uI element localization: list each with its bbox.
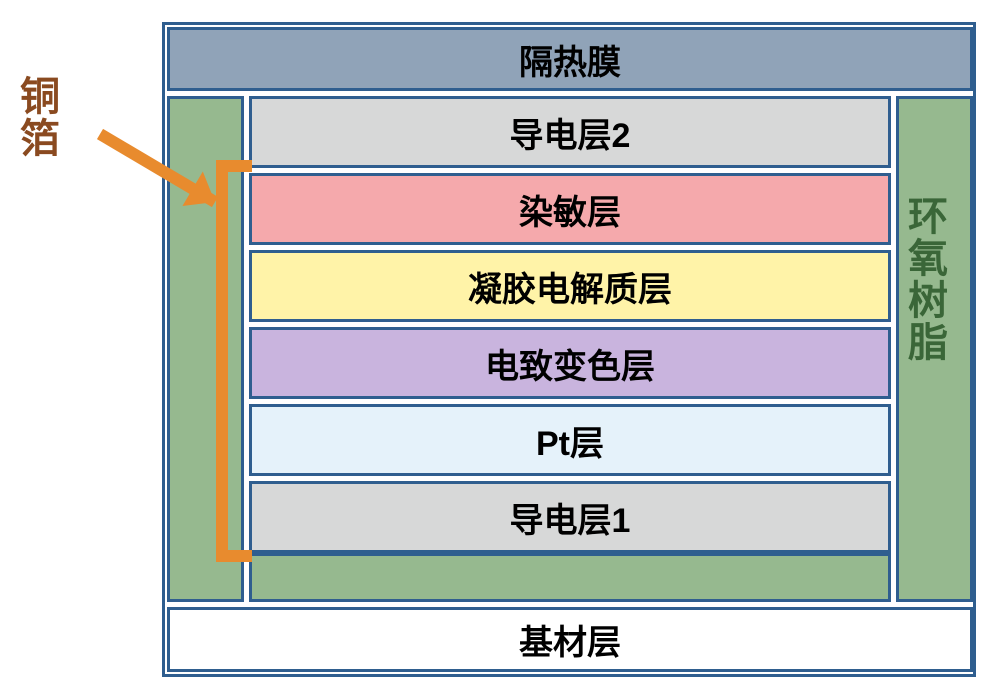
layer-cond2: 导电层2 xyxy=(249,96,891,168)
layer-label-cond2: 导电层2 xyxy=(510,108,631,157)
annotation-epoxy: 环 氧 树 脂 xyxy=(908,196,948,364)
layer-echrom: 电致变色层 xyxy=(249,327,891,399)
layer-label-dye: 染敏层 xyxy=(519,185,621,234)
layer-label-cond1: 导电层1 xyxy=(510,493,631,542)
layer-dye: 染敏层 xyxy=(249,173,891,245)
layer-base: 基材层 xyxy=(167,607,973,672)
layer-label-gel: 凝胶电解质层 xyxy=(468,262,672,311)
diagram-stage: 隔热膜导电层2 染敏层凝胶电解质层电致变色层 Pt层导电层1 基材层 铜 箔环 氧 树 … xyxy=(0,0,1000,692)
layer-label-top: 隔热膜 xyxy=(519,35,621,84)
layer-stack_bg xyxy=(249,553,891,602)
layer-label-pt: Pt层 xyxy=(536,416,604,465)
resin-column-left xyxy=(167,96,244,602)
annotation-copper: 铜 箔 xyxy=(20,76,60,160)
layer-cond1: 导电层1 xyxy=(249,481,891,553)
layer-top: 隔热膜 xyxy=(167,27,973,91)
layer-pt: Pt层 xyxy=(249,404,891,476)
layer-gel: 凝胶电解质层 xyxy=(249,250,891,322)
layer-label-base: 基材层 xyxy=(519,615,621,664)
layer-label-echrom: 电致变色层 xyxy=(485,339,655,388)
